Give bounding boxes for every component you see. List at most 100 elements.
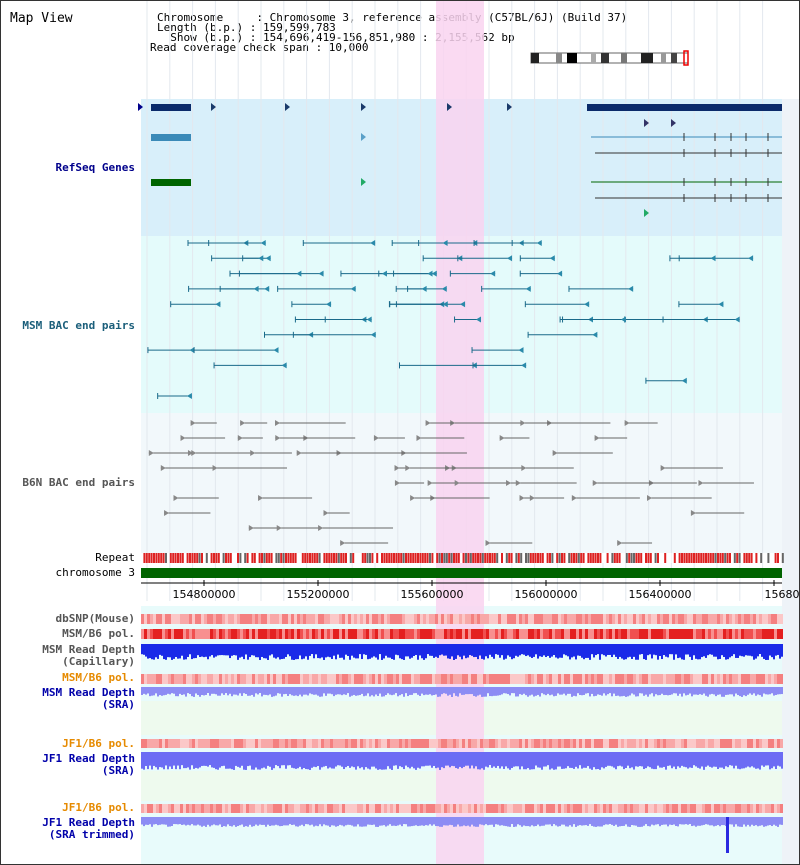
bac-end-arrow bbox=[441, 285, 447, 292]
track-label-refseq[interactable]: RefSeq Genes bbox=[55, 161, 135, 174]
heat-cell bbox=[309, 674, 312, 684]
heat-cell bbox=[471, 739, 474, 748]
heat-cell bbox=[759, 739, 762, 748]
depth-bar bbox=[505, 644, 507, 659]
heat-cell bbox=[171, 674, 174, 684]
depth-bar bbox=[447, 817, 449, 826]
heat-cell bbox=[675, 674, 678, 684]
depth-bar bbox=[525, 817, 527, 827]
depth-bar bbox=[739, 687, 741, 697]
heat-cell bbox=[228, 804, 231, 813]
depth-bar bbox=[237, 752, 239, 767]
depth-bar bbox=[391, 752, 393, 770]
depth-bar bbox=[205, 752, 207, 766]
heat-cell bbox=[372, 739, 375, 748]
depth-bar bbox=[643, 752, 645, 770]
heat-cell bbox=[147, 629, 150, 639]
heat-cell bbox=[432, 739, 435, 748]
heat-cell bbox=[252, 614, 255, 624]
heat-cell bbox=[654, 804, 657, 813]
heat-cell bbox=[474, 739, 477, 748]
depth-bar bbox=[327, 817, 329, 826]
heat-cell bbox=[276, 674, 279, 684]
heat-cell bbox=[762, 614, 765, 624]
depth-bar bbox=[669, 644, 671, 655]
depth-bar bbox=[693, 817, 695, 826]
heat-cell bbox=[612, 674, 615, 684]
depth-bar bbox=[591, 687, 593, 694]
heat-cell bbox=[261, 739, 264, 748]
depth-bar bbox=[259, 752, 261, 770]
depth-bar bbox=[539, 752, 541, 768]
depth-bar bbox=[153, 752, 155, 766]
depth-bar bbox=[579, 687, 581, 695]
depth-bar bbox=[297, 752, 299, 769]
heat-cell bbox=[645, 674, 648, 684]
heat-cell bbox=[549, 674, 552, 684]
depth-bar bbox=[507, 687, 509, 695]
heat-cell bbox=[186, 739, 189, 748]
depth-bar bbox=[761, 687, 763, 697]
heat-cell bbox=[567, 739, 570, 748]
depth-bar bbox=[781, 687, 783, 695]
depth-bar bbox=[275, 752, 277, 766]
repeat-mark bbox=[448, 553, 451, 563]
depth-bar bbox=[475, 687, 477, 697]
heat-cell bbox=[777, 739, 780, 748]
depth-bar bbox=[177, 644, 179, 659]
repeat-mark bbox=[623, 553, 626, 563]
depth-bar bbox=[573, 817, 575, 825]
depth-bar bbox=[533, 752, 535, 770]
track-label-msm-bac[interactable]: MSM BAC end pairs bbox=[22, 319, 135, 332]
depth-bar bbox=[233, 687, 235, 695]
heat-cell bbox=[696, 674, 699, 684]
heat-cell bbox=[303, 629, 306, 639]
depth-bar bbox=[765, 687, 767, 695]
heat-cell bbox=[768, 674, 771, 684]
heat-cell bbox=[696, 739, 699, 748]
heat-cell bbox=[318, 804, 321, 813]
depth-bar bbox=[535, 644, 537, 655]
depth-bar bbox=[189, 687, 191, 695]
heat-cell bbox=[729, 614, 732, 624]
repeat-mark bbox=[659, 553, 662, 563]
depth-bar bbox=[233, 752, 235, 770]
gene-block bbox=[151, 179, 191, 186]
depth-bar bbox=[771, 752, 773, 769]
heat-cell bbox=[753, 804, 756, 813]
depth-bar bbox=[423, 644, 425, 660]
depth-bar bbox=[777, 817, 779, 827]
depth-bar bbox=[401, 817, 403, 827]
heat-cell bbox=[750, 739, 753, 748]
depth-bar bbox=[775, 817, 777, 826]
depth-bar bbox=[403, 687, 405, 697]
depth-bar bbox=[255, 644, 257, 658]
track-label-jf1-read-depth-trimmed: JF1 Read Depth (SRA trimmed) bbox=[42, 816, 135, 841]
heat-cell bbox=[141, 804, 144, 813]
depth-bar bbox=[359, 752, 361, 769]
depth-bar bbox=[245, 752, 247, 770]
depth-bar bbox=[213, 752, 215, 768]
repeat-mark bbox=[253, 553, 256, 563]
depth-bar bbox=[529, 817, 531, 827]
depth-bar bbox=[269, 752, 271, 767]
depth-bar bbox=[513, 752, 515, 767]
track-label-b6n-bac[interactable]: B6N BAC end pairs bbox=[22, 476, 135, 489]
repeat-mark bbox=[256, 553, 259, 563]
depth-bar bbox=[161, 644, 163, 656]
bac-end-arrow bbox=[552, 450, 558, 456]
heat-cell bbox=[372, 674, 375, 684]
heat-cell bbox=[672, 804, 675, 813]
repeat-mark bbox=[289, 553, 292, 563]
repeat-mark bbox=[193, 553, 196, 563]
bac-end-arrow bbox=[475, 316, 481, 323]
depth-bar bbox=[577, 752, 579, 769]
depth-bar bbox=[153, 687, 155, 696]
heat-cell bbox=[195, 614, 198, 624]
heat-cell bbox=[756, 739, 759, 748]
heat-cell bbox=[321, 674, 324, 684]
heat-cell bbox=[660, 614, 663, 624]
depth-bar bbox=[679, 817, 681, 825]
depth-bar bbox=[159, 752, 161, 768]
